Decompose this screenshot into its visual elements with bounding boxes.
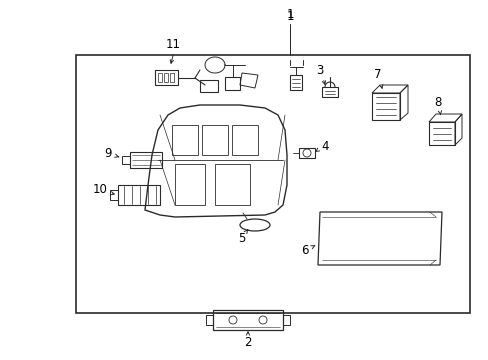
Text: 2: 2 (244, 336, 251, 348)
Text: 10: 10 (92, 184, 107, 197)
Text: 6: 6 (301, 243, 308, 256)
Text: 7: 7 (373, 68, 381, 81)
Text: 9: 9 (104, 148, 112, 161)
Text: 1: 1 (285, 9, 293, 22)
Text: 5: 5 (238, 231, 245, 244)
Text: 4: 4 (321, 140, 328, 153)
Text: 8: 8 (433, 95, 441, 108)
Text: 3: 3 (316, 63, 323, 77)
Text: 1: 1 (285, 9, 293, 22)
Text: 11: 11 (165, 37, 180, 50)
